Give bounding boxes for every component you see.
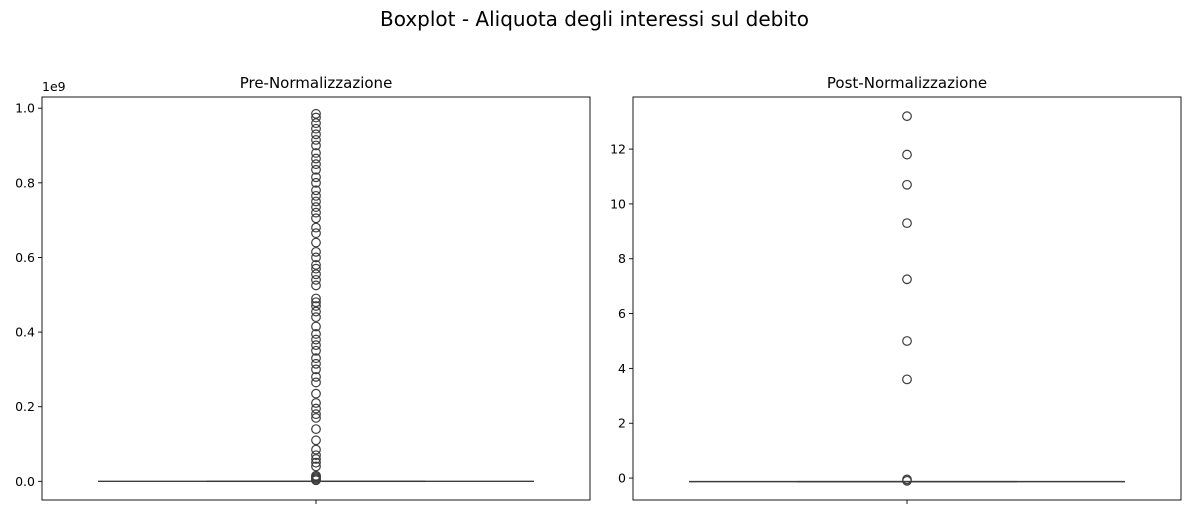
panel-pre-normalizzazione: Pre-Normalizzazione 1e9 0.0 0.2 0.4 0.6 0.8 1.0 <box>15 74 591 504</box>
outlier-point <box>311 153 321 164</box>
outlier-point <box>311 312 321 323</box>
y-tick-label: 0 <box>618 471 626 486</box>
outlier-point <box>311 196 321 207</box>
outlier-point <box>311 260 321 270</box>
outlier-point <box>311 129 321 140</box>
y-tick-label: 8 <box>618 251 626 266</box>
outlier-point <box>311 159 321 170</box>
y-tick-label: 12 <box>610 142 626 157</box>
outlier-point <box>311 118 321 129</box>
outlier-point <box>311 190 321 201</box>
outlier-point <box>311 454 321 464</box>
outlier-point <box>311 403 321 414</box>
y-tick-label: 0.8 <box>15 175 35 190</box>
outlier-point <box>311 269 321 280</box>
outlier-point <box>311 345 321 356</box>
outlier-point <box>311 135 321 145</box>
outlier-point <box>311 329 321 339</box>
outlier-point <box>311 301 321 311</box>
outlier-point <box>311 164 321 175</box>
outlier-point <box>311 444 321 455</box>
outlier-point <box>902 149 912 160</box>
outlier-point <box>311 263 321 274</box>
outlier-point <box>311 450 321 461</box>
outlier-point <box>311 377 321 388</box>
y-tick-label: 4 <box>618 361 626 376</box>
outlier-point <box>311 334 321 345</box>
outlier-point <box>902 111 912 122</box>
outlier-point <box>311 398 321 408</box>
y-tick-label: 0.0 <box>15 474 35 489</box>
y-tick-label: 0.6 <box>15 250 35 265</box>
outlier-point <box>311 435 321 446</box>
outlier-point <box>311 424 321 435</box>
outlier-point <box>311 274 321 285</box>
outlier-point <box>311 364 321 375</box>
outlier-point <box>311 321 321 332</box>
outlier-point <box>311 388 321 399</box>
outlier-point <box>311 140 321 151</box>
y-tick-label: 1.0 <box>15 101 35 116</box>
y-tick-label: 0.2 <box>15 399 35 414</box>
outlier-point <box>902 474 912 485</box>
outlier-point <box>902 274 912 285</box>
outlier-point <box>311 353 321 364</box>
outlier-point <box>311 185 321 196</box>
outlier-point <box>311 413 321 423</box>
outlier-point <box>311 207 321 218</box>
outlier-point <box>311 108 321 119</box>
axes-frame <box>632 96 1182 501</box>
outlier-point <box>311 172 321 183</box>
y-offset-label: 1e9 <box>42 79 66 94</box>
outlier-point <box>311 112 321 123</box>
outlier-point <box>311 470 321 481</box>
outlier-point <box>311 237 321 248</box>
outlier-point <box>311 148 321 158</box>
outlier-point <box>902 179 912 190</box>
outlier-point <box>311 293 321 304</box>
outlier-point <box>311 222 321 233</box>
figure-suptitle: Boxplot - Aliquota degli interessi sul d… <box>380 7 809 31</box>
outlier-point <box>311 358 321 369</box>
outlier-point <box>311 306 321 317</box>
outlier-point <box>311 457 321 468</box>
axes-frame <box>41 96 591 501</box>
outlier-point <box>902 218 912 229</box>
axes-title: Post-Normalizzazione <box>827 74 987 92</box>
axes-title: Pre-Normalizzazione <box>240 74 393 92</box>
outlier-point <box>311 228 321 239</box>
outlier-point <box>311 123 321 134</box>
y-tick-label: 10 <box>610 196 626 211</box>
outlier-point <box>902 336 912 346</box>
outlier-point <box>311 280 321 291</box>
outlier-point <box>311 297 321 308</box>
outlier-point <box>311 371 321 382</box>
y-tick-label: 6 <box>618 306 626 321</box>
outlier-point <box>311 461 321 472</box>
y-tick-label: 0.4 <box>15 325 35 340</box>
outlier-point <box>311 213 321 224</box>
y-tick-label: 2 <box>618 416 626 431</box>
outlier-point <box>902 374 912 385</box>
outlier-point <box>311 409 321 420</box>
outlier-point <box>311 340 321 351</box>
outlier-point <box>311 252 321 263</box>
outlier-point <box>311 177 321 188</box>
outlier-point <box>311 202 321 212</box>
panel-post-normalizzazione: Post-Normalizzazione 0 2 4 6 8 10 12 <box>610 74 1182 504</box>
outlier-point <box>311 246 321 257</box>
